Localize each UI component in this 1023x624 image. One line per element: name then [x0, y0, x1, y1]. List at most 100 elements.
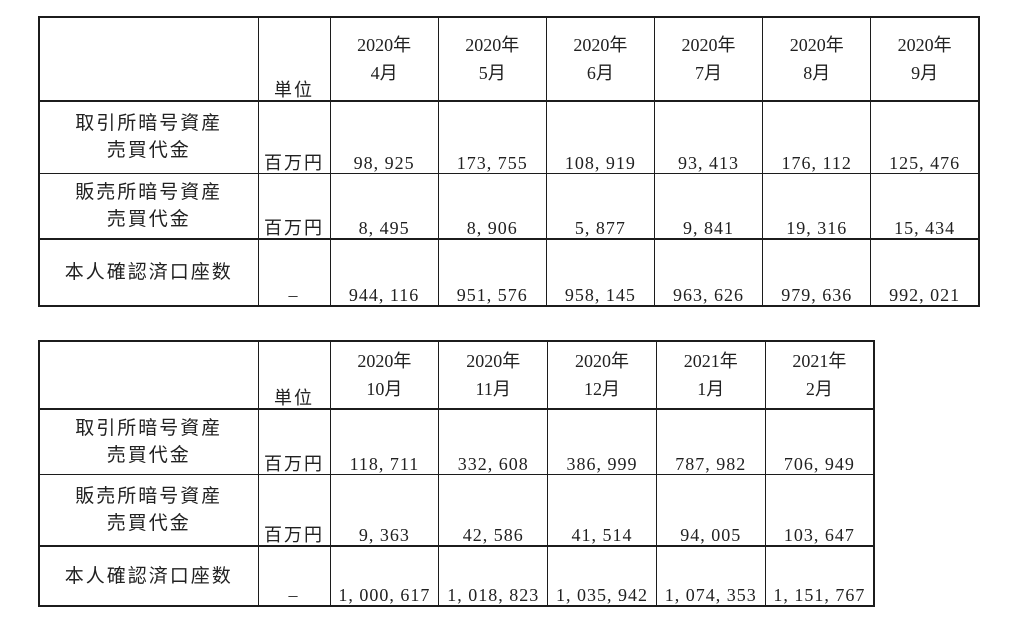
month-label: 10月 [366, 379, 403, 399]
unit-column-header: 単位 [257, 16, 331, 102]
unit-cell: – [257, 545, 331, 607]
row-label-line2: 売買代金 [106, 512, 191, 534]
month-header-2020-09: 2020年 9月 [870, 16, 980, 102]
value-cell: 958, 145 [545, 238, 655, 307]
value-cell: 19, 316 [762, 172, 872, 240]
unit-cell: – [257, 238, 331, 307]
value-cell: 787, 982 [655, 408, 766, 475]
value-cell: 963, 626 [653, 238, 764, 307]
month-header-2020-05: 2020年 5月 [437, 16, 547, 102]
value-cell: 41, 514 [547, 473, 657, 547]
row-exchange-trading-value: 取引所暗号資産 売買代金 百万円 98, 925 173, 755 108, 9… [38, 100, 980, 174]
year-label: 2020年 [681, 35, 736, 55]
value-cell: 1, 000, 617 [329, 545, 440, 607]
row-label: 販売所暗号資産 売買代金 [38, 172, 259, 240]
year-label: 2020年 [465, 35, 520, 55]
row-label: 販売所暗号資産 売買代金 [38, 473, 259, 547]
value-cell: 103, 647 [764, 473, 875, 547]
month-label: 1月 [697, 379, 725, 399]
year-label: 2020年 [357, 351, 412, 371]
row-label: 本人確認済口座数 [38, 238, 259, 307]
value-cell: 1, 074, 353 [655, 545, 766, 607]
value-cell: 94, 005 [655, 473, 766, 547]
row-label-line1: 取引所暗号資産 [75, 417, 223, 439]
value-cell: 8, 906 [437, 172, 547, 240]
month-label: 9月 [911, 63, 939, 83]
unit-column-header: 単位 [257, 340, 331, 410]
row-exchange-trading-value: 取引所暗号資産 売買代金 百万円 118, 711 332, 608 386, … [38, 408, 875, 475]
row-label-line1: 本人確認済口座数 [64, 565, 233, 587]
value-cell: 979, 636 [762, 238, 872, 307]
row-label-line1: 販売所暗号資産 [75, 181, 223, 203]
month-label: 7月 [695, 63, 723, 83]
month-label: 8月 [803, 63, 831, 83]
monthly-metrics-table-apr-sep: 単位 2020年 4月 2020年 5月 2020年 6月 2020年 7月 2… [38, 16, 980, 307]
year-label: 2020年 [897, 35, 952, 55]
value-cell: 9, 363 [329, 473, 440, 547]
row-label: 取引所暗号資産 売買代金 [38, 408, 259, 475]
value-cell: 1, 151, 767 [764, 545, 875, 607]
value-cell: 173, 755 [437, 100, 547, 174]
month-label: 11月 [475, 379, 511, 399]
value-cell: 98, 925 [329, 100, 439, 174]
value-cell: 386, 999 [547, 408, 657, 475]
value-cell: 42, 586 [438, 473, 549, 547]
row-label-line1: 販売所暗号資産 [75, 485, 223, 507]
row-label-line1: 本人確認済口座数 [64, 262, 233, 283]
month-header-2020-06: 2020年 6月 [545, 16, 655, 102]
month-label: 5月 [478, 63, 506, 83]
corner-blank-cell [38, 16, 259, 102]
value-cell: 706, 949 [764, 408, 875, 475]
month-header-2020-10: 2020年 10月 [329, 340, 440, 410]
value-cell: 1, 018, 823 [438, 545, 549, 607]
month-header-2021-01: 2021年 1月 [655, 340, 766, 410]
year-label: 2020年 [466, 351, 521, 371]
value-cell: 9, 841 [653, 172, 764, 240]
value-cell: 125, 476 [870, 100, 980, 174]
value-cell: 108, 919 [545, 100, 655, 174]
month-header-2020-07: 2020年 7月 [653, 16, 764, 102]
row-verified-accounts: 本人確認済口座数 – 944, 116 951, 576 958, 145 96… [38, 238, 980, 307]
value-cell: 15, 434 [870, 172, 980, 240]
month-header-2020-12: 2020年 12月 [547, 340, 657, 410]
row-label: 取引所暗号資産 売買代金 [38, 100, 259, 174]
value-cell: 5, 877 [545, 172, 655, 240]
monthly-metrics-table-oct-feb: 単位 2020年 10月 2020年 11月 2020年 12月 2021年 1… [38, 340, 875, 607]
year-label: 2020年 [573, 35, 628, 55]
value-cell: 944, 116 [329, 238, 439, 307]
month-label: 4月 [370, 63, 398, 83]
year-label: 2020年 [357, 35, 412, 55]
year-label: 2020年 [789, 35, 844, 55]
row-sales-trading-value: 販売所暗号資産 売買代金 百万円 8, 495 8, 906 5, 877 9,… [38, 172, 980, 240]
value-cell: 1, 035, 942 [547, 545, 657, 607]
value-cell: 951, 576 [437, 238, 547, 307]
value-cell: 332, 608 [438, 408, 549, 475]
value-cell: 93, 413 [653, 100, 764, 174]
month-header-2020-11: 2020年 11月 [438, 340, 549, 410]
row-label: 本人確認済口座数 [38, 545, 259, 607]
value-cell: 118, 711 [329, 408, 440, 475]
month-label: 6月 [586, 63, 614, 83]
month-header-2020-08: 2020年 8月 [762, 16, 872, 102]
year-label: 2020年 [574, 351, 629, 371]
row-sales-trading-value: 販売所暗号資産 売買代金 百万円 9, 363 42, 586 41, 514 … [38, 473, 875, 547]
value-cell: 992, 021 [870, 238, 980, 307]
unit-cell: 百万円 [257, 473, 331, 547]
unit-cell: 百万円 [257, 408, 331, 475]
year-label: 2021年 [683, 351, 738, 371]
corner-blank-cell [38, 340, 259, 410]
row-label-line2: 売買代金 [106, 140, 191, 162]
row-label-line2: 売買代金 [106, 208, 191, 230]
value-cell: 8, 495 [329, 172, 439, 240]
unit-cell: 百万円 [257, 172, 331, 240]
month-label: 2月 [805, 379, 833, 399]
month-label: 12月 [583, 379, 620, 399]
row-label-line2: 売買代金 [106, 444, 191, 466]
year-label: 2021年 [792, 351, 847, 371]
row-verified-accounts: 本人確認済口座数 – 1, 000, 617 1, 018, 823 1, 03… [38, 545, 875, 607]
unit-cell: 百万円 [257, 100, 331, 174]
month-header-2020-04: 2020年 4月 [329, 16, 439, 102]
row-label-line1: 取引所暗号資産 [75, 113, 223, 135]
value-cell: 176, 112 [762, 100, 872, 174]
month-header-2021-02: 2021年 2月 [764, 340, 875, 410]
